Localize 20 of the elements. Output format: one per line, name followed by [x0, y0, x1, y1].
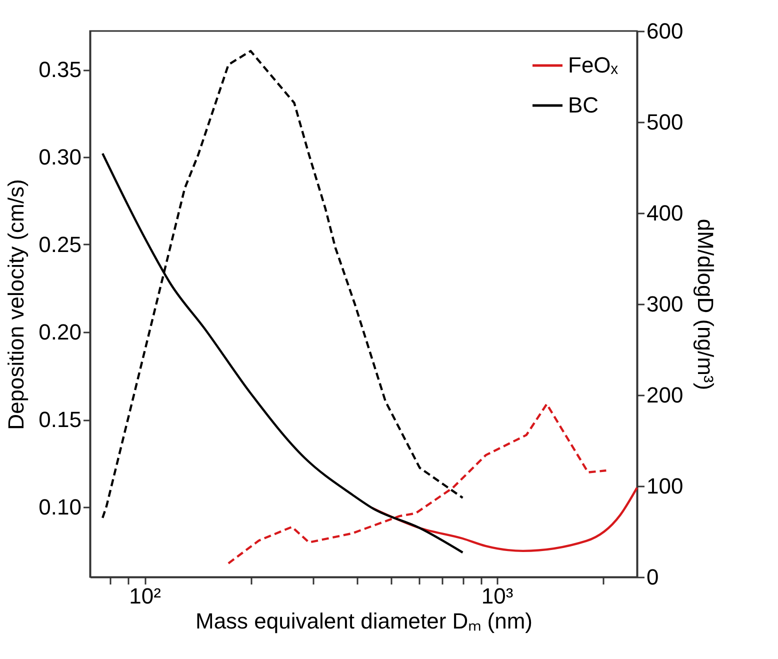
x-tick-label: 10³	[481, 584, 514, 608]
y-tick-label: 0.15	[38, 407, 82, 432]
y-tick-label: 0.30	[38, 144, 82, 170]
y-tick-label: 0.20	[38, 320, 82, 344]
y2-tick-label: 0	[646, 564, 659, 590]
legend-label: BC	[568, 92, 599, 118]
x-tick-label: 10²	[129, 584, 161, 608]
y-axis-title: Deposition velocity (cm/s)	[4, 179, 29, 430]
y2-tick-label: 500	[646, 110, 684, 134]
y2-axis-title: dM/dlogD (ng/m³)	[693, 218, 718, 390]
y2-tick-label: 400	[646, 200, 684, 226]
x-axis-title: Mass equivalent diameter Dₘ (nm)	[195, 608, 533, 634]
y-tick-label: 0.35	[38, 57, 82, 82]
y2-tick-label: 200	[646, 382, 684, 408]
y-tick-label: 0.10	[38, 494, 82, 520]
y2-tick-label: 100	[646, 474, 684, 498]
y2-tick-label: 300	[646, 292, 684, 316]
y-tick-label: 0.25	[38, 232, 82, 257]
y2-tick-label: 600	[646, 18, 684, 44]
legend-label: FeOₓ	[568, 52, 619, 78]
